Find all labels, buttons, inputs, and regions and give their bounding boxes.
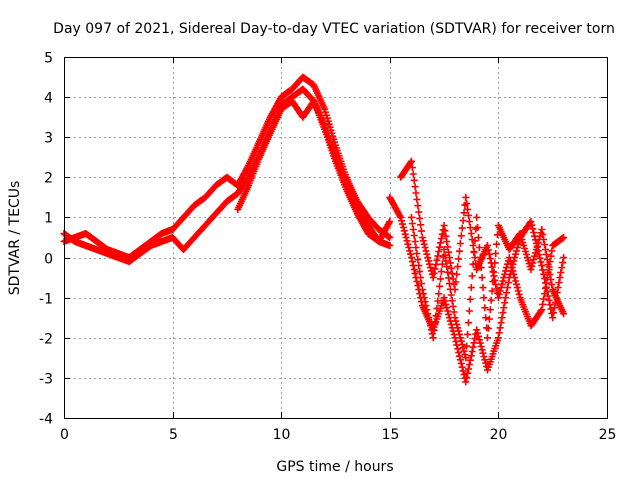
data-series-track-e (397, 157, 568, 330)
y-tick-label: -3 (39, 372, 53, 388)
x-axis-label: GPS time / hours (276, 459, 393, 475)
y-axis-label: SDTVAR / TECUs (7, 181, 23, 296)
y-tick-label: -4 (39, 412, 53, 428)
x-tick-label: 5 (169, 427, 178, 443)
plot-frame (64, 57, 608, 419)
axis-ticks: 0 5 10 15 20 25 -4 -3 -2 -1 0 1 2 3 4 5 (39, 51, 616, 444)
data-series-track-f (408, 213, 568, 362)
y-tick-label: 0 (44, 252, 53, 268)
data-points (60, 73, 568, 386)
x-tick-label: 10 (273, 427, 291, 443)
data-series-track-d (386, 193, 568, 386)
grid-layer (64, 57, 607, 418)
y-tick-label: 3 (44, 131, 53, 147)
x-tick-label: 20 (490, 427, 508, 443)
data-series-track-c (234, 97, 394, 245)
y-tick-label: 5 (44, 51, 53, 67)
y-tick-label: 4 (44, 91, 53, 107)
data-series-track-a (60, 73, 394, 262)
x-tick-label: 25 (599, 427, 617, 443)
x-tick-label: 15 (382, 427, 400, 443)
chart-title: Day 097 of 2021, Sidereal Day-to-day VTE… (53, 21, 615, 37)
y-tick-label: -1 (39, 292, 53, 308)
y-tick-label: 2 (44, 171, 53, 187)
y-tick-label: -2 (39, 332, 53, 348)
x-tick-label: 0 (60, 427, 69, 443)
y-tick-label: 1 (44, 211, 53, 227)
